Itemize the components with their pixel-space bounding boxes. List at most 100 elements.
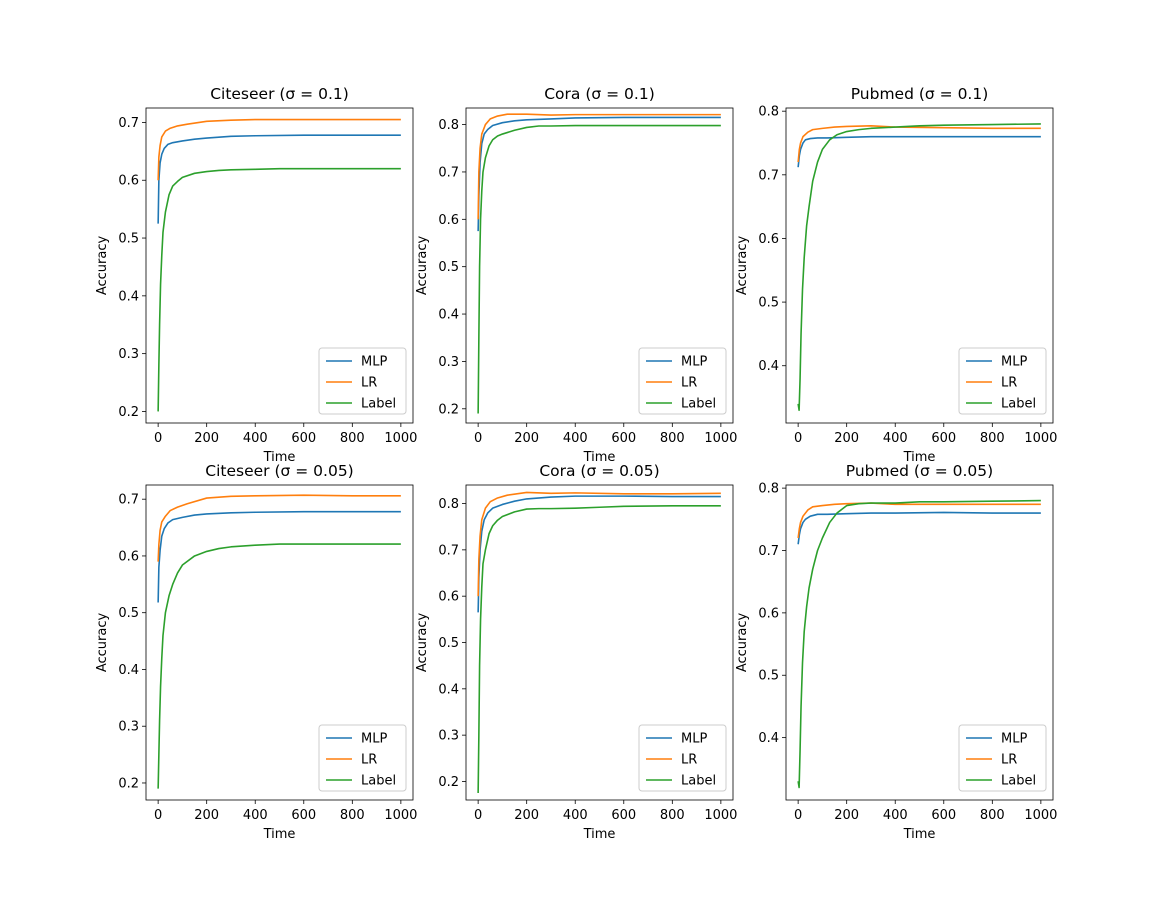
legend-label-lr: LR xyxy=(361,376,377,391)
x-tick-label: 0 xyxy=(474,808,482,823)
series-line-label xyxy=(157,543,401,789)
x-tick-label: 800 xyxy=(980,808,1005,823)
chart-title: Pubmed (σ = 0.05) xyxy=(846,462,993,480)
x-tick-label: 1000 xyxy=(704,431,737,446)
x-tick-label: 0 xyxy=(794,808,802,823)
x-tick-label: 400 xyxy=(243,808,268,823)
x-tick-label: 1000 xyxy=(1024,431,1057,446)
y-axis-label: Accuracy xyxy=(95,613,110,673)
legend: MLP LR Label xyxy=(318,347,407,415)
legend-label-mlp: MLP xyxy=(1001,732,1027,747)
x-tick-label: 0 xyxy=(154,431,162,446)
y-axis-label: Accuracy xyxy=(415,613,430,673)
y-tick-label: 0.2 xyxy=(438,775,459,790)
series-line-lr xyxy=(477,491,721,597)
x-tick-label: 1000 xyxy=(704,808,737,823)
x-tick-label: 600 xyxy=(291,808,316,823)
x-axis-label: Time xyxy=(903,827,936,842)
x-tick-label: 600 xyxy=(291,431,316,446)
x-tick-label: 0 xyxy=(154,808,162,823)
series-line-lr xyxy=(477,113,721,220)
y-tick-label: 0.4 xyxy=(438,308,459,323)
x-tick-label: 600 xyxy=(611,808,636,823)
series-line-mlp xyxy=(157,510,401,603)
y-tick-label: 0.7 xyxy=(118,493,139,508)
legend-box xyxy=(638,724,727,792)
series-line-lr xyxy=(797,502,1041,539)
x-tick-label: 0 xyxy=(474,431,482,446)
legend-label-mlp: MLP xyxy=(681,355,707,370)
x-axis-label: Time xyxy=(263,450,296,465)
legend-label-lr: LR xyxy=(681,753,697,768)
legend-label-lr: LR xyxy=(1001,376,1017,391)
y-tick-label: 0.4 xyxy=(438,682,459,697)
x-tick-label: 200 xyxy=(194,431,219,446)
y-tick-label: 0.5 xyxy=(118,606,139,621)
y-tick-label: 0.6 xyxy=(758,606,779,621)
x-tick-label: 400 xyxy=(883,431,908,446)
x-tick-label: 200 xyxy=(194,808,219,823)
legend-box xyxy=(638,347,727,415)
series-line-lr xyxy=(157,494,401,562)
y-tick-label: 0.8 xyxy=(758,105,779,120)
x-tick-label: 200 xyxy=(514,431,539,446)
legend: MLP LR Label xyxy=(958,724,1047,792)
legend-label-mlp: MLP xyxy=(1001,355,1027,370)
x-tick-label: 800 xyxy=(340,431,365,446)
y-tick-label: 0.7 xyxy=(758,544,779,559)
x-axis-label: Time xyxy=(583,827,616,842)
x-tick-label: 800 xyxy=(340,808,365,823)
y-tick-label: 0.5 xyxy=(758,296,779,311)
legend-label-label: Label xyxy=(681,397,716,412)
y-tick-label: 0.4 xyxy=(758,731,779,746)
legend: MLP LR Label xyxy=(638,724,727,792)
y-axis-label: Accuracy xyxy=(415,236,430,296)
y-tick-label: 0.6 xyxy=(118,549,139,564)
x-tick-label: 600 xyxy=(931,431,956,446)
y-tick-label: 0.8 xyxy=(438,497,459,512)
legend-label-label: Label xyxy=(361,397,396,412)
chart-title: Cora (σ = 0.1) xyxy=(544,85,655,103)
y-tick-label: 0.7 xyxy=(438,543,459,558)
y-tick-label: 0.2 xyxy=(118,405,139,420)
legend-box xyxy=(318,347,407,415)
y-tick-label: 0.8 xyxy=(758,482,779,497)
x-tick-label: 1000 xyxy=(384,808,417,823)
legend-label-label: Label xyxy=(1001,774,1036,789)
series-line-mlp xyxy=(477,116,721,232)
y-tick-label: 0.6 xyxy=(438,213,459,228)
subplot-6: 0 200 400 600 800 1000 0.4 0.5 0.6 0.7 0.8 Pubmed (… xyxy=(735,462,1057,842)
x-tick-label: 200 xyxy=(834,808,859,823)
y-tick-label: 0.7 xyxy=(118,116,139,131)
series-line-mlp xyxy=(797,135,1041,168)
y-tick-label: 0.2 xyxy=(118,776,139,791)
axes-frame xyxy=(145,484,414,801)
y-tick-label: 0.5 xyxy=(438,636,459,651)
legend-label-label: Label xyxy=(681,774,716,789)
x-tick-label: 800 xyxy=(980,431,1005,446)
x-axis-label: Time xyxy=(263,827,296,842)
series-line-lr xyxy=(797,125,1041,163)
y-tick-label: 0.3 xyxy=(438,729,459,744)
series-line-label xyxy=(797,499,1041,789)
y-tick-label: 0.5 xyxy=(758,669,779,684)
x-tick-label: 800 xyxy=(660,431,685,446)
y-axis-label: Accuracy xyxy=(95,236,110,296)
x-tick-label: 400 xyxy=(243,431,268,446)
y-tick-label: 0.6 xyxy=(758,232,779,247)
legend-box xyxy=(318,724,407,792)
x-tick-label: 800 xyxy=(660,808,685,823)
legend-label-mlp: MLP xyxy=(361,732,387,747)
axes-frame xyxy=(785,484,1054,801)
legend-label-mlp: MLP xyxy=(361,355,387,370)
x-tick-label: 200 xyxy=(834,431,859,446)
legend-box xyxy=(958,724,1047,792)
y-axis-label: Accuracy xyxy=(735,613,750,673)
y-tick-label: 0.3 xyxy=(118,720,139,735)
y-tick-label: 0.6 xyxy=(438,590,459,605)
legend: MLP LR Label xyxy=(318,724,407,792)
legend-box xyxy=(958,347,1047,415)
subplot-3: 0 200 400 600 800 1000 0.4 0.5 0.6 0.7 0.8 Pubmed (… xyxy=(735,85,1057,465)
legend-label-lr: LR xyxy=(361,753,377,768)
x-tick-label: 0 xyxy=(794,431,802,446)
